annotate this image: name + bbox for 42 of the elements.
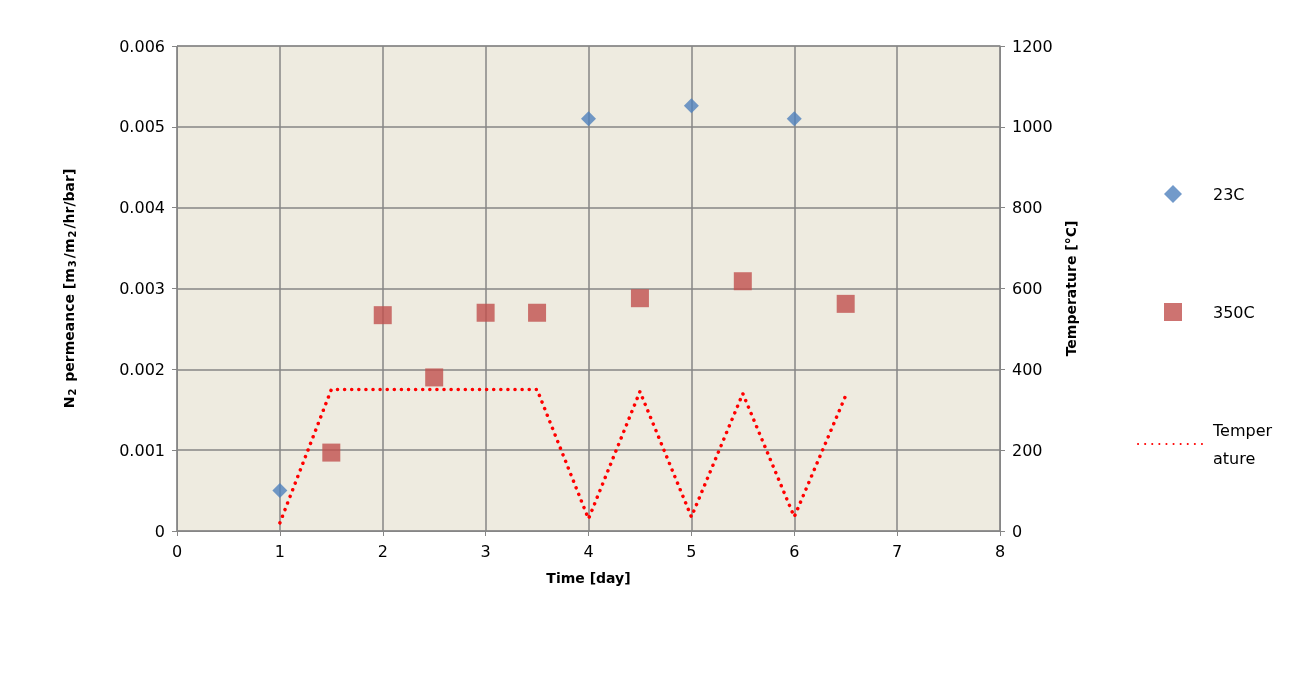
point — [630, 289, 649, 308]
y-tick-label: 0 — [154, 521, 165, 541]
y-tick-label: 0.003 — [119, 279, 165, 298]
point — [322, 443, 341, 462]
point — [425, 368, 444, 387]
x-tick-label: 3 — [480, 541, 491, 561]
x-tick-label: 1 — [274, 541, 285, 561]
legend-label: 23C — [1213, 184, 1245, 204]
legend-label: 350C — [1213, 302, 1255, 322]
point — [528, 303, 547, 322]
y-tick-label: 0.002 — [119, 359, 165, 379]
y2-tick-label: 600 — [1012, 279, 1043, 298]
y2-tick-label: 0 — [1012, 521, 1023, 541]
y2-tick-label: 1200 — [1012, 36, 1053, 56]
x-tick-label: 4 — [583, 541, 594, 561]
y2-tick-label: 400 — [1012, 359, 1043, 379]
x-tick-label: 6 — [789, 541, 800, 561]
x-tick-label: 7 — [892, 541, 903, 561]
point — [581, 111, 596, 127]
y-axis-title: N2 permeance [m3/m2/hr/bar] — [61, 168, 78, 409]
x-tick-label: 2 — [377, 541, 388, 561]
y-tick-label: 0.005 — [119, 117, 165, 137]
legend-label: Temperature — [1212, 420, 1273, 468]
x-tick-label: 5 — [686, 541, 697, 561]
x-tick-label: 8 — [994, 541, 1006, 561]
point — [786, 111, 802, 127]
point — [733, 272, 752, 291]
y2-axis-title: Temperature [°C] — [1062, 220, 1079, 357]
y2-tick-label: 800 — [1012, 198, 1043, 218]
point — [476, 303, 495, 322]
y-tick-label: 0.001 — [119, 440, 165, 460]
point — [683, 98, 699, 114]
y2-tick-label: 1000 — [1012, 117, 1053, 137]
y2-tick-label: 200 — [1012, 440, 1043, 460]
x-tick-label: 0 — [171, 541, 183, 561]
x-axis-title: Time [day] — [546, 570, 631, 586]
y-tick-label: 0.004 — [119, 198, 165, 218]
point — [272, 483, 288, 499]
line-series — [278, 387, 848, 525]
point — [373, 306, 392, 325]
y-tick-label: 0.006 — [119, 36, 165, 56]
point — [836, 294, 855, 313]
